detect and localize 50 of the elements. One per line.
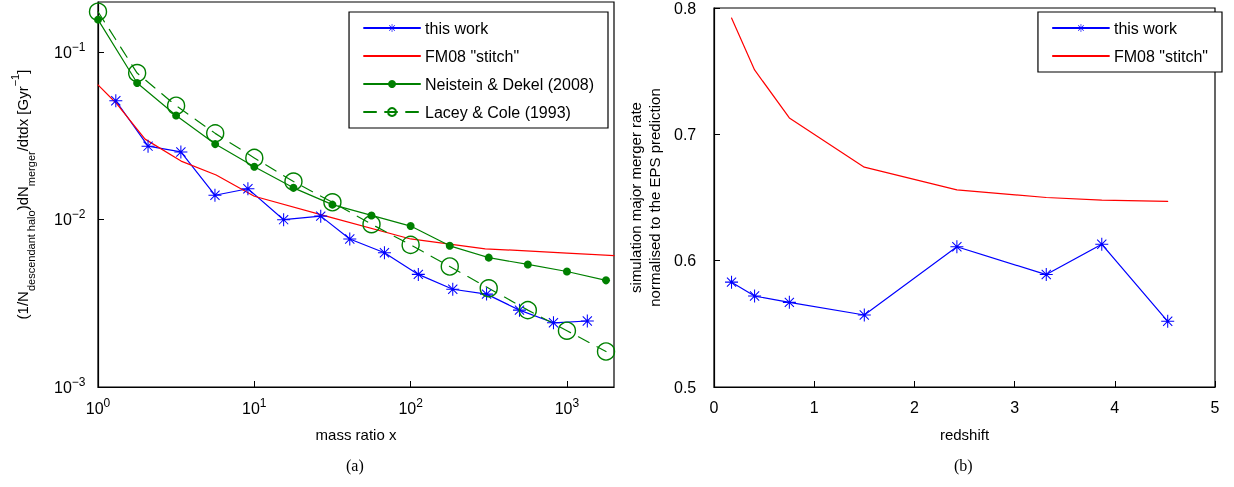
point [562, 267, 571, 276]
x-axis-title: mass ratio x [315, 426, 397, 443]
x-tick-label: 5 [1210, 398, 1220, 416]
point [401, 235, 420, 255]
point [523, 260, 532, 269]
point [557, 321, 577, 340]
y-tick-label: 0.7 [674, 125, 697, 143]
y-tick-label: 0.5 [674, 378, 697, 396]
point [479, 279, 498, 298]
point [245, 148, 264, 168]
x-tick-label: 1 [809, 398, 819, 416]
point [602, 276, 611, 285]
legend-label: FM08 "stitch" [1113, 47, 1208, 65]
legend-label: this work [425, 19, 490, 37]
point [518, 300, 538, 320]
point [406, 222, 415, 231]
x-tick-label: 3 [1010, 398, 1020, 416]
point [1095, 237, 1109, 251]
point [857, 308, 871, 322]
point [362, 214, 381, 234]
point [323, 193, 342, 212]
point [782, 295, 796, 309]
point [596, 342, 616, 361]
point [1039, 268, 1053, 282]
point [1161, 314, 1175, 328]
x-tick-label: 0 [709, 398, 719, 416]
y-tick-label: 0.6 [674, 252, 697, 270]
point [206, 124, 225, 143]
point [284, 172, 303, 191]
legend-label: Lacey & Cole (1993) [425, 103, 571, 121]
point [127, 63, 147, 83]
text: (a) [346, 456, 364, 475]
point [484, 253, 493, 262]
point [748, 289, 762, 303]
legend-label: Neistein & Dekel (2008) [425, 75, 594, 93]
x-tick-label: 2 [909, 398, 919, 416]
y-axis-title: (1/Ndescendant halo)dNmerger/dtdx [Gyr−1] [8, 69, 37, 320]
y-tick-label: 0.8 [674, 0, 697, 17]
legend-label: this work [1113, 19, 1179, 37]
point [88, 2, 108, 21]
point [440, 257, 459, 276]
x-tick-label: 4 [1110, 398, 1120, 416]
text: (b) [954, 456, 973, 475]
y-axis-title: simulation major merger rate normalised to the EPS prediction [627, 88, 663, 307]
point [950, 240, 964, 254]
point [445, 241, 454, 250]
point [166, 96, 186, 115]
x-axis-title: redshift [939, 426, 990, 443]
point [725, 275, 739, 289]
legend-label: FM08 "stitch" [425, 47, 520, 65]
